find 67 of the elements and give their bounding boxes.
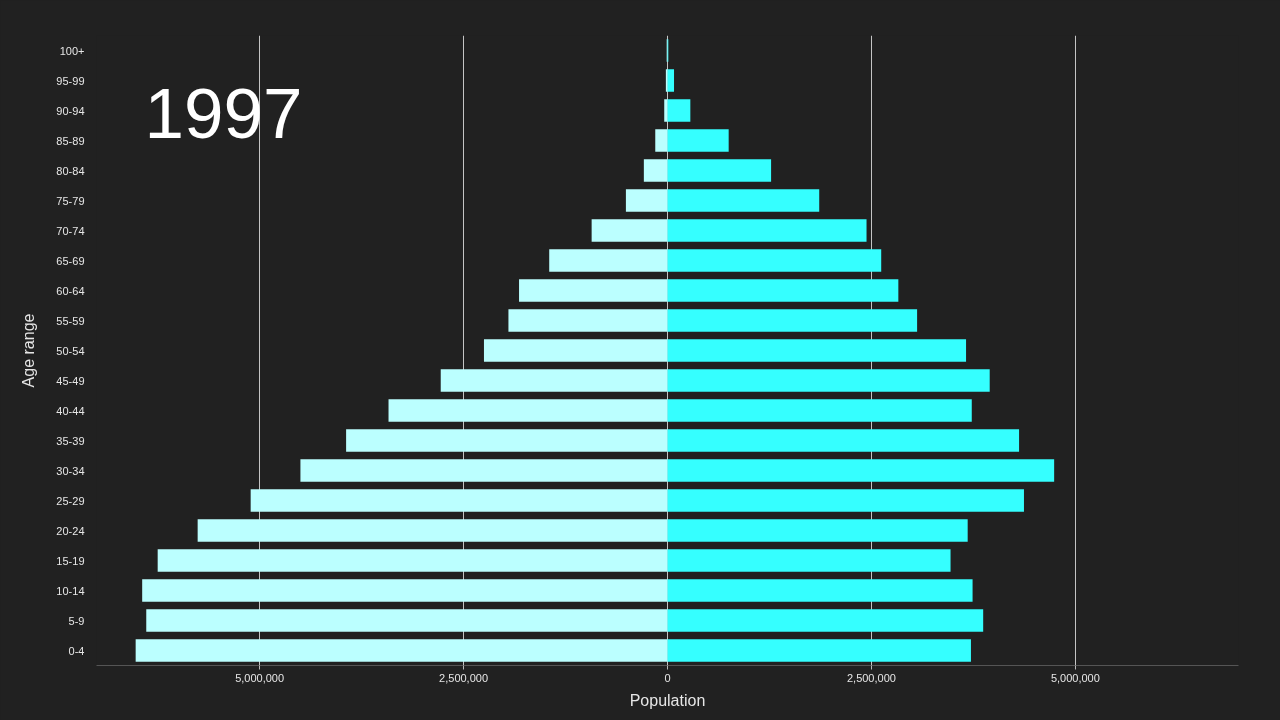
- bar: [440, 369, 668, 392]
- bar: [643, 159, 668, 182]
- bar: [625, 189, 668, 212]
- bar: [667, 339, 967, 362]
- x-tick-label: 2,500,000: [439, 671, 489, 684]
- bar: [388, 399, 668, 422]
- bar: [300, 459, 668, 482]
- y-axis-title: Age range: [20, 313, 38, 388]
- bar: [146, 609, 668, 632]
- bar: [519, 279, 668, 302]
- y-tick-label: 25-29: [56, 494, 85, 507]
- bar: [250, 489, 668, 512]
- bar: [197, 519, 668, 542]
- bar: [135, 639, 668, 662]
- y-tick-label: 30-34: [56, 464, 85, 477]
- bar: [483, 339, 668, 362]
- y-tick-label: 85-89: [56, 134, 85, 147]
- bar: [667, 309, 918, 332]
- bar: [591, 219, 668, 242]
- y-tick-label: 20-24: [56, 524, 85, 537]
- x-axis-title: Population: [629, 691, 706, 709]
- bar: [655, 129, 668, 152]
- bar: [157, 549, 668, 572]
- bar: [549, 249, 668, 272]
- bar: [667, 369, 990, 392]
- bar: [667, 429, 1020, 452]
- bar: [667, 279, 899, 302]
- bar: [667, 189, 820, 212]
- bar: [667, 399, 972, 422]
- y-tick-label: 35-39: [56, 434, 85, 447]
- y-tick-label: 100+: [59, 44, 85, 57]
- bar: [667, 129, 729, 152]
- y-tick-label: 95-99: [56, 74, 85, 87]
- x-tick-label: 2,500,000: [846, 671, 896, 684]
- y-tick-label: 10-14: [56, 584, 85, 597]
- bar: [667, 159, 772, 182]
- y-tick-label: 0-4: [68, 644, 85, 657]
- bar: [667, 489, 1024, 512]
- y-tick-label: 75-79: [56, 194, 85, 207]
- bar: [667, 579, 973, 602]
- y-tick-label: 70-74: [56, 224, 85, 237]
- bar: [667, 549, 951, 572]
- bar: [142, 579, 668, 602]
- bar: [346, 429, 668, 452]
- y-tick-label: 15-19: [56, 554, 85, 567]
- bar: [508, 309, 668, 332]
- x-tick-label: 5,000,000: [235, 671, 285, 684]
- bar: [667, 99, 691, 122]
- bar: [667, 69, 675, 92]
- x-tick-label: 5,000,000: [1050, 671, 1100, 684]
- y-tick-label: 40-44: [56, 404, 85, 417]
- bar: [667, 219, 867, 242]
- bar: [667, 639, 971, 662]
- y-tick-label: 90-94: [56, 104, 85, 117]
- y-tick-label: 50-54: [56, 344, 85, 357]
- y-tick-label: 65-69: [56, 254, 85, 267]
- bar: [664, 99, 668, 122]
- y-tick-label: 60-64: [56, 284, 85, 297]
- bar: [667, 249, 882, 272]
- y-tick-label: 5-9: [68, 614, 85, 627]
- y-tick-label: 45-49: [56, 374, 85, 387]
- x-tick-label: 0: [664, 671, 671, 684]
- bar: [667, 609, 984, 632]
- y-tick-label: 80-84: [56, 164, 85, 177]
- y-tick-label: 55-59: [56, 314, 85, 327]
- bar: [667, 459, 1055, 482]
- bar: [667, 519, 968, 542]
